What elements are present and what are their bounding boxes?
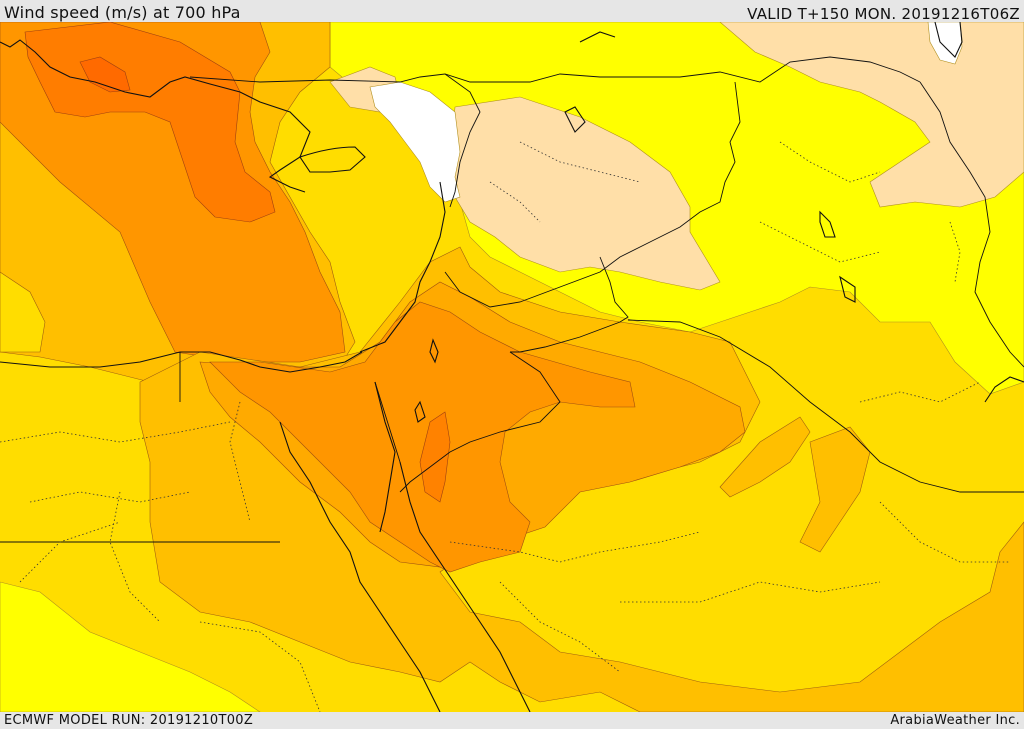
valid-time: VALID T+150 MON. 20191216T06Z: [747, 5, 1020, 23]
model-run-label: ECMWF MODEL RUN: 20191210T00Z: [4, 713, 254, 728]
wind-speed-map-svg: [0, 22, 1024, 712]
credit-label: ArabiaWeather Inc.: [890, 713, 1020, 728]
contour-orange-sinai-core: [209, 301, 636, 573]
country-borders: [0, 56, 1024, 543]
contour-peach-syria: [449, 96, 721, 291]
contour-orange-spot-jordan: [419, 411, 451, 503]
contour-white-ne: [927, 22, 963, 65]
contour-dark-orange-spot: [79, 56, 131, 93]
weather-map: [0, 22, 1024, 712]
contour-light-yellow-egypt: [0, 271, 46, 353]
province-borders: [0, 141, 1010, 712]
header-bar: Wind speed (m/s) at 700 hPa VALID T+150 …: [0, 0, 1024, 23]
contour-light-yellow-sw: [0, 581, 261, 712]
contour-gold-east-1: [719, 416, 811, 498]
footer-bar: ECMWF MODEL RUN: 20191210T00Z ArabiaWeat…: [0, 712, 1024, 729]
contour-peach-iran: [719, 22, 1024, 208]
coastlines: [0, 22, 1024, 712]
map-title: Wind speed (m/s) at 700 hPa: [4, 3, 241, 22]
contour-gold-east-2: [799, 426, 871, 553]
